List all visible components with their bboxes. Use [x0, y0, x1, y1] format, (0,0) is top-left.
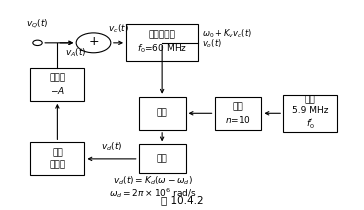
Bar: [139, 97, 186, 130]
Bar: [30, 68, 84, 101]
Text: $v_A(t)$: $v_A(t)$: [64, 47, 86, 59]
Text: 晶振
5.9 MHz
$f_0'$: 晶振 5.9 MHz $f_0'$: [292, 95, 328, 131]
Text: $v_o(t)$: $v_o(t)$: [202, 38, 222, 50]
Bar: [214, 97, 261, 130]
Text: 低通
滤波器: 低通 滤波器: [49, 149, 66, 169]
Text: $v_c(t)$: $v_c(t)$: [108, 22, 129, 34]
Bar: [139, 144, 186, 173]
Text: 鉴频: 鉴频: [157, 154, 167, 163]
Text: $v_d(t)$: $v_d(t)$: [101, 140, 122, 153]
Text: $v_d(t)=K_d(\omega-\omega_d)$: $v_d(t)=K_d(\omega-\omega_d)$: [113, 174, 193, 187]
Text: 高频振荡器
$f_0$=60 MHz: 高频振荡器 $f_0$=60 MHz: [137, 31, 187, 55]
Text: 混频: 混频: [157, 109, 167, 118]
Bar: [283, 95, 337, 132]
Text: $\omega_0+K_v v_c(t)$: $\omega_0+K_v v_c(t)$: [202, 27, 252, 40]
Bar: [30, 142, 84, 176]
Bar: [126, 24, 198, 62]
Text: 放大器
$-A$: 放大器 $-A$: [49, 73, 66, 96]
Text: 倍频
$n$=10: 倍频 $n$=10: [225, 102, 251, 125]
Text: $v_Q(t)$: $v_Q(t)$: [26, 18, 49, 30]
Text: $\omega_d=2\pi\times 10^6$ rad/s: $\omega_d=2\pi\times 10^6$ rad/s: [109, 186, 197, 200]
Text: 图 10.4.2: 图 10.4.2: [161, 196, 203, 206]
Text: +: +: [88, 35, 99, 48]
